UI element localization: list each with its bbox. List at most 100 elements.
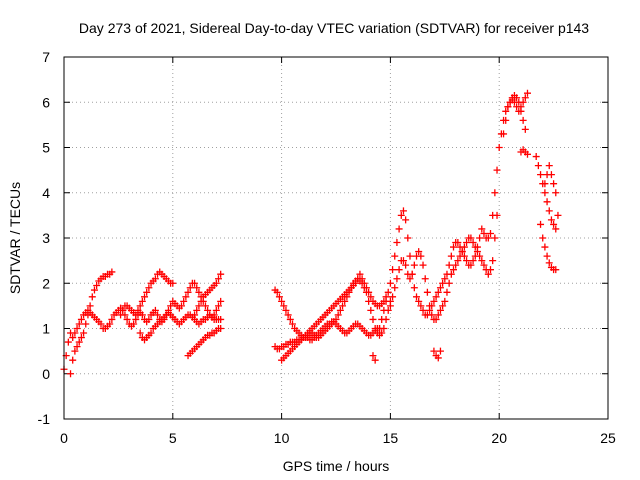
data-point bbox=[399, 257, 407, 265]
data-point bbox=[341, 297, 349, 305]
data-point bbox=[371, 356, 379, 364]
data-point bbox=[430, 297, 438, 305]
data-point bbox=[486, 229, 494, 237]
data-point bbox=[367, 306, 375, 314]
data-point bbox=[521, 94, 529, 102]
y-axis-label: SDTVAR / TECUs bbox=[7, 182, 23, 294]
data-point bbox=[201, 302, 209, 310]
data-point bbox=[552, 189, 560, 197]
data-point bbox=[545, 207, 553, 215]
data-point bbox=[389, 293, 397, 301]
data-point bbox=[136, 329, 144, 337]
series-arc-18 bbox=[541, 162, 562, 219]
data-point bbox=[399, 207, 407, 215]
data-point bbox=[443, 288, 451, 296]
data-point bbox=[436, 284, 444, 292]
data-point bbox=[141, 293, 149, 301]
data-point bbox=[397, 211, 405, 219]
data-point bbox=[117, 311, 125, 319]
data-point bbox=[186, 284, 194, 292]
data-point bbox=[93, 282, 101, 290]
data-point bbox=[178, 302, 186, 310]
data-point bbox=[502, 116, 510, 124]
data-point bbox=[445, 279, 453, 287]
data-point bbox=[402, 261, 410, 269]
data-point bbox=[406, 275, 414, 283]
data-point bbox=[147, 329, 155, 337]
data-point bbox=[484, 270, 492, 278]
data-point bbox=[415, 248, 423, 256]
data-point bbox=[554, 211, 562, 219]
tick-labels: 0 5 10 15 20 25 -1 0 1 2 3 4 5 6 7 bbox=[38, 49, 616, 446]
data-point bbox=[84, 311, 92, 319]
data-point bbox=[513, 94, 521, 102]
data-point bbox=[523, 89, 531, 97]
data-point bbox=[336, 306, 344, 314]
series-arc-11 bbox=[376, 91, 529, 332]
data-point bbox=[502, 107, 510, 115]
data-point bbox=[69, 334, 77, 342]
data-point bbox=[395, 266, 403, 274]
data-point bbox=[75, 338, 83, 346]
data-point bbox=[543, 252, 551, 260]
data-point bbox=[419, 261, 427, 269]
data-point bbox=[523, 150, 531, 158]
data-point bbox=[73, 325, 81, 332]
data-point bbox=[123, 315, 131, 323]
data-point bbox=[491, 189, 499, 197]
data-point bbox=[480, 261, 488, 269]
data-point bbox=[130, 320, 138, 328]
data-point bbox=[280, 302, 288, 310]
data-point bbox=[537, 171, 545, 179]
data-point bbox=[415, 297, 423, 305]
data-point bbox=[393, 275, 401, 283]
data-point bbox=[288, 320, 296, 328]
data-points bbox=[60, 89, 562, 378]
y-tick-label: 0 bbox=[42, 366, 50, 382]
grid bbox=[64, 57, 608, 419]
data-point bbox=[545, 259, 553, 267]
data-point bbox=[391, 252, 399, 260]
data-point bbox=[69, 356, 77, 364]
data-point bbox=[197, 297, 205, 305]
series-arc-12 bbox=[386, 211, 501, 323]
data-point bbox=[367, 293, 375, 301]
data-point bbox=[169, 279, 177, 287]
data-point bbox=[119, 306, 127, 314]
series-arc-8 bbox=[271, 318, 384, 353]
data-point bbox=[369, 315, 377, 323]
series-arc-14 bbox=[500, 89, 531, 138]
data-point bbox=[445, 261, 453, 269]
data-point bbox=[182, 293, 190, 301]
data-point bbox=[410, 284, 418, 292]
data-point bbox=[419, 306, 427, 314]
data-point bbox=[217, 325, 225, 332]
data-point bbox=[275, 293, 283, 301]
data-point bbox=[471, 243, 479, 251]
data-point bbox=[500, 130, 508, 138]
data-point bbox=[134, 306, 142, 314]
data-point bbox=[552, 225, 560, 233]
series-arc-5 bbox=[184, 325, 225, 360]
data-point bbox=[521, 125, 529, 133]
data-point bbox=[469, 257, 477, 265]
data-point bbox=[539, 234, 547, 242]
data-point bbox=[450, 243, 458, 251]
data-point bbox=[489, 257, 497, 265]
data-point bbox=[108, 315, 116, 323]
data-point bbox=[286, 315, 294, 323]
y-tick-label: 6 bbox=[42, 94, 50, 110]
data-point bbox=[145, 284, 153, 292]
x-tick-label: 5 bbox=[169, 430, 177, 446]
series-arc-4 bbox=[136, 309, 225, 344]
data-point bbox=[532, 153, 540, 161]
data-point bbox=[193, 306, 201, 314]
data-point bbox=[426, 302, 434, 310]
series-arc-9 bbox=[278, 270, 390, 364]
data-point bbox=[432, 315, 440, 323]
data-point bbox=[67, 370, 75, 378]
data-point bbox=[434, 354, 442, 362]
data-point bbox=[423, 288, 431, 296]
data-point bbox=[476, 252, 484, 260]
data-point bbox=[439, 279, 447, 287]
